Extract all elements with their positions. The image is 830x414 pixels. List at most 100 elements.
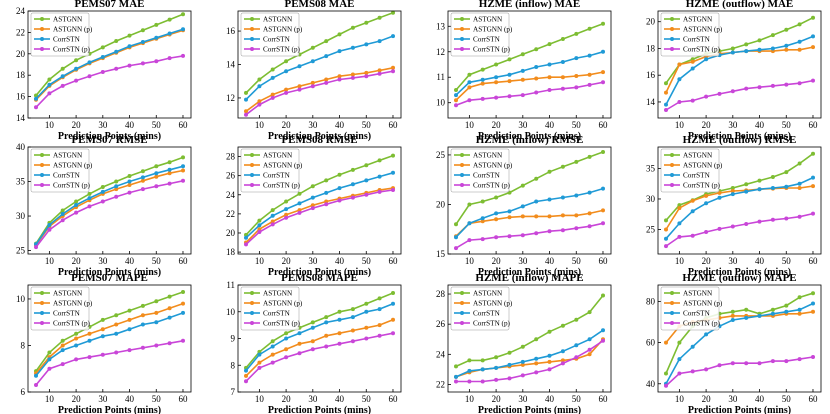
data-point — [154, 184, 159, 189]
data-point — [181, 27, 185, 32]
subplot-5: PEMS08 RMSE 10 20 30 40 50 60 18 20 22 24 26 28 Predi… — [226, 134, 402, 278]
x-tick-label: 60 — [178, 120, 188, 130]
legend-entry: CorrSTN — [473, 36, 501, 44]
data-point — [350, 45, 355, 50]
legend-box — [450, 12, 510, 57]
legend-swatch-marker — [250, 183, 254, 187]
data-point — [60, 74, 65, 79]
data-point — [154, 59, 159, 64]
legend-box — [240, 286, 300, 331]
legend: ASTGNN ASTGNN (p) CorrSTN CorrSTN (p) — [30, 148, 93, 193]
data-point — [467, 98, 472, 103]
data-point — [520, 214, 525, 219]
data-point — [534, 65, 539, 69]
data-point — [310, 195, 315, 200]
data-point — [167, 306, 172, 311]
data-point — [574, 159, 579, 164]
data-point — [467, 221, 472, 226]
data-point — [127, 190, 132, 195]
legend-entry: ASTGNN (p) — [263, 162, 303, 170]
data-point — [167, 294, 172, 299]
series-line-2 — [245, 35, 394, 101]
data-point — [297, 84, 302, 89]
y-tick-label: 10 — [16, 294, 26, 304]
x-tick-label: 20 — [492, 394, 502, 404]
legend: ASTGNN ASTGNN (p) CorrSTN CorrSTN (p) — [660, 148, 723, 193]
legend-swatch-marker — [670, 311, 674, 315]
data-point — [100, 317, 105, 322]
data-point — [467, 238, 472, 243]
y-tick-label: 30 — [646, 194, 656, 204]
data-point — [784, 43, 789, 48]
legend-entry: CorrSTN (p) — [53, 182, 91, 190]
x-tick-label: 50 — [572, 256, 582, 266]
axes-frame — [447, 284, 612, 393]
x-axis-label: Prediction Points (mins) — [58, 131, 161, 142]
data-point — [270, 339, 275, 344]
y-tick-label: 40 — [16, 142, 26, 152]
subplot-title: HZME (outflow) MAE — [686, 0, 794, 10]
data-point — [154, 174, 159, 179]
legend-swatch-marker — [670, 37, 674, 41]
series-line-2 — [455, 51, 604, 96]
data-point — [770, 217, 775, 222]
series-line-3 — [35, 180, 184, 248]
data-point — [74, 357, 79, 362]
legend-entry: ASTGNN — [683, 16, 713, 24]
data-point — [797, 181, 802, 186]
data-point — [310, 80, 315, 85]
data-point — [270, 213, 275, 218]
data-point — [257, 227, 262, 232]
data-point — [257, 352, 262, 357]
data-point — [167, 167, 172, 172]
x-tick-label: 10 — [465, 120, 475, 130]
data-point — [547, 88, 552, 92]
data-point — [364, 309, 369, 314]
data-point — [560, 213, 565, 218]
data-point — [140, 175, 145, 180]
data-point — [87, 338, 92, 343]
data-point — [587, 53, 592, 58]
data-point — [114, 66, 119, 71]
data-point — [704, 332, 709, 337]
data-point — [797, 295, 802, 300]
y-tick-label: 25 — [646, 225, 656, 235]
data-point — [547, 367, 552, 372]
data-point — [87, 331, 92, 336]
data-point — [257, 84, 262, 89]
data-point — [60, 338, 65, 343]
x-tick-label: 60 — [808, 120, 818, 130]
data-point — [744, 86, 749, 91]
data-point — [377, 68, 382, 73]
legend-entry: ASTGNN — [683, 152, 713, 160]
data-point — [127, 63, 132, 68]
data-point — [140, 322, 145, 327]
data-point — [337, 186, 342, 191]
y-tick-label: 9 — [231, 334, 236, 344]
data-point — [257, 223, 262, 228]
data-point — [811, 184, 815, 189]
data-point — [364, 325, 369, 330]
data-point — [757, 178, 762, 183]
x-tick-label: 60 — [178, 256, 188, 266]
data-point — [140, 178, 145, 183]
data-point — [350, 328, 355, 333]
data-point — [337, 317, 342, 322]
data-point — [717, 195, 722, 200]
x-tick-label: 30 — [308, 120, 318, 130]
data-point — [587, 211, 592, 216]
legend: ASTGNN ASTGNN (p) CorrSTN CorrSTN (p) — [30, 286, 93, 331]
y-tick-label: 16 — [646, 70, 656, 80]
data-point — [364, 20, 369, 25]
data-point — [310, 203, 315, 208]
data-point — [257, 230, 262, 234]
data-point — [601, 186, 605, 191]
data-point — [480, 199, 485, 204]
legend-entry: ASTGNN (p) — [683, 162, 723, 170]
data-point — [34, 245, 38, 250]
data-point — [310, 59, 315, 64]
data-point — [601, 208, 605, 213]
data-point — [377, 174, 382, 179]
data-point — [784, 303, 789, 308]
y-tick-label: 22 — [226, 209, 235, 219]
